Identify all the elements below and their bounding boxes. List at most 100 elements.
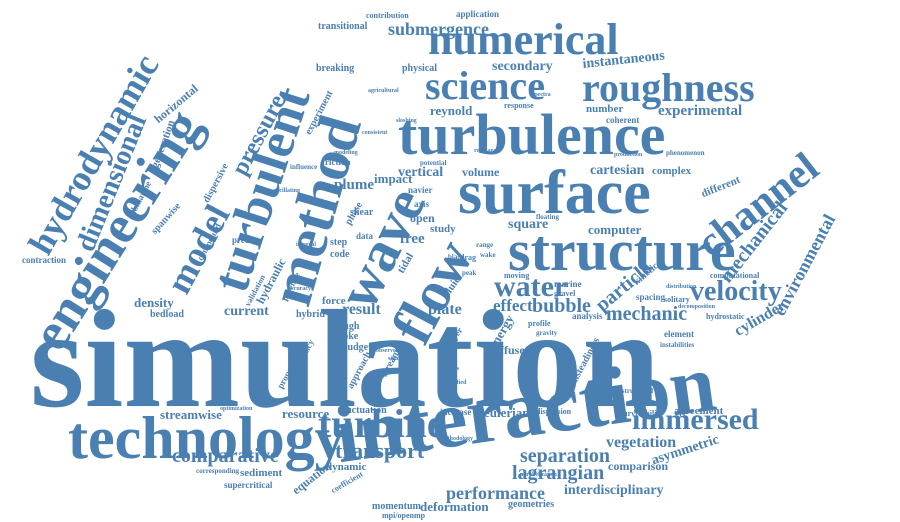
word-spacing: spacing <box>636 292 666 302</box>
word-performance: performance <box>446 483 545 503</box>
word-cartesian: cartesian <box>590 163 645 178</box>
word-density: density <box>134 295 174 310</box>
word-volume: volume <box>462 165 500 179</box>
word-computer: computer <box>588 222 642 237</box>
word-separation: separation <box>520 445 610 467</box>
word-data: data <box>356 231 374 241</box>
word-bedload: bedload <box>150 309 184 320</box>
word-science: science <box>425 63 545 108</box>
word-influence: influence <box>290 163 318 171</box>
word-phenomenon: phenomenon <box>666 149 705 157</box>
word-budget: budget <box>342 342 372 353</box>
word-number: number <box>586 103 624 115</box>
word-rough: rough <box>334 321 360 332</box>
word-turbine: turbine <box>318 401 445 446</box>
word-reynold: reynold <box>430 103 473 118</box>
word-corresponding: corresponding <box>196 467 240 475</box>
word-survivability: survivability <box>620 409 664 418</box>
word-parallelization: parallelization <box>520 472 557 478</box>
word-optimization: optimization <box>220 406 253 412</box>
word-integral: integral <box>296 242 316 248</box>
word-moving: moving <box>504 271 530 280</box>
word-floating: floating <box>536 213 559 221</box>
word-turbulence: turbulence <box>398 102 666 167</box>
word-code: code <box>330 249 350 260</box>
word-dispersion: dispersion <box>536 407 572 416</box>
word-shear: shear <box>350 207 374 218</box>
word-production: production <box>614 152 643 158</box>
word-result: result <box>342 301 381 318</box>
word-analysis: analysis <box>572 311 603 321</box>
word-bubble: bubble <box>532 295 591 317</box>
word-roughness: roughness <box>582 65 755 110</box>
word-coherent: coherent <box>606 115 640 125</box>
word-element: element <box>664 329 694 339</box>
word-stoke: stoke <box>336 331 359 342</box>
word-accuracy: accuracy <box>288 286 311 292</box>
word-eulerian: eulerian <box>484 405 530 420</box>
word-force: force <box>322 295 346 307</box>
word-computational: computational <box>710 271 760 280</box>
word-numerical: numerical <box>428 15 619 64</box>
word-peak: peak <box>462 269 477 277</box>
word-agricultural: agricultural <box>368 88 399 94</box>
word-dispersive: dispersive <box>201 161 231 205</box>
word-solitary: solitary <box>664 295 690 304</box>
word-effect: effect <box>493 296 533 315</box>
word-response: response <box>504 101 534 110</box>
word-immersed: immersed <box>632 403 759 436</box>
word-fluctuation: fluctuation <box>340 405 387 416</box>
word-quantified: quantified <box>440 380 467 386</box>
word-impact: impact <box>374 171 413 186</box>
word-square: square <box>508 217 549 232</box>
word-supercritical: supercritical <box>224 480 273 490</box>
word-velocity: velocity <box>690 276 782 307</box>
word-physical: physical <box>402 63 438 74</box>
word-contribution: contribution <box>366 11 409 20</box>
word-breaking: breaking <box>316 63 355 74</box>
word-plume: plume <box>334 177 375 193</box>
word-blade: blade <box>448 253 465 261</box>
word-drag: drag <box>460 253 476 262</box>
word-hydrostatic: hydrostatic <box>706 312 745 321</box>
word-instabilities: instabilities <box>660 341 695 349</box>
word-reveal: reveal <box>296 262 312 268</box>
word-plate: plate <box>428 301 462 318</box>
word-resistance: resistance <box>474 148 500 154</box>
word-profile: profile <box>528 319 551 328</box>
word-range: range <box>476 241 494 249</box>
word-open: open <box>410 211 435 225</box>
word-surface: surface <box>458 159 651 227</box>
word-application: application <box>456 9 500 19</box>
word-agreement: agreement <box>674 405 724 417</box>
word-axis: axis <box>414 199 430 209</box>
word-sediment: sediment <box>240 467 283 479</box>
word-water: water <box>494 270 568 303</box>
word-mpi-openmp: mpi/openmp <box>382 511 426 520</box>
word-stresses: stresses <box>440 366 460 372</box>
word-transitional: transitional <box>318 21 368 32</box>
word-significant: significant <box>388 356 415 362</box>
word-gravity: gravity <box>536 329 558 337</box>
word-resource: resource <box>282 406 330 421</box>
word-lagrangian: lagrangian <box>512 462 605 484</box>
word-modeling: modeling <box>334 150 358 156</box>
word-hybrid: hybrid <box>296 309 325 320</box>
word-step: step <box>330 237 348 248</box>
word-current: current <box>224 304 269 319</box>
word-wake: wake <box>480 251 496 259</box>
word-diffuser: diffuser <box>490 343 530 357</box>
word-technology: technology <box>68 405 345 471</box>
word-observed: observed <box>376 348 399 354</box>
word-mechanic: mechanic <box>606 303 688 325</box>
word-navier: navier <box>408 185 433 195</box>
word-comparison: comparison <box>608 459 668 473</box>
word-streamwise: streamwise <box>160 407 222 422</box>
word-gravel: gravel <box>554 289 576 298</box>
word-geometries: geometries <box>508 499 555 510</box>
word-consistent: consistent <box>362 130 388 136</box>
word-unstructured: unstructured <box>614 387 654 395</box>
word-deformation: deformation <box>420 499 489 514</box>
word-submergence: submergence <box>388 19 489 39</box>
word-oscillating: oscillating <box>274 188 301 194</box>
